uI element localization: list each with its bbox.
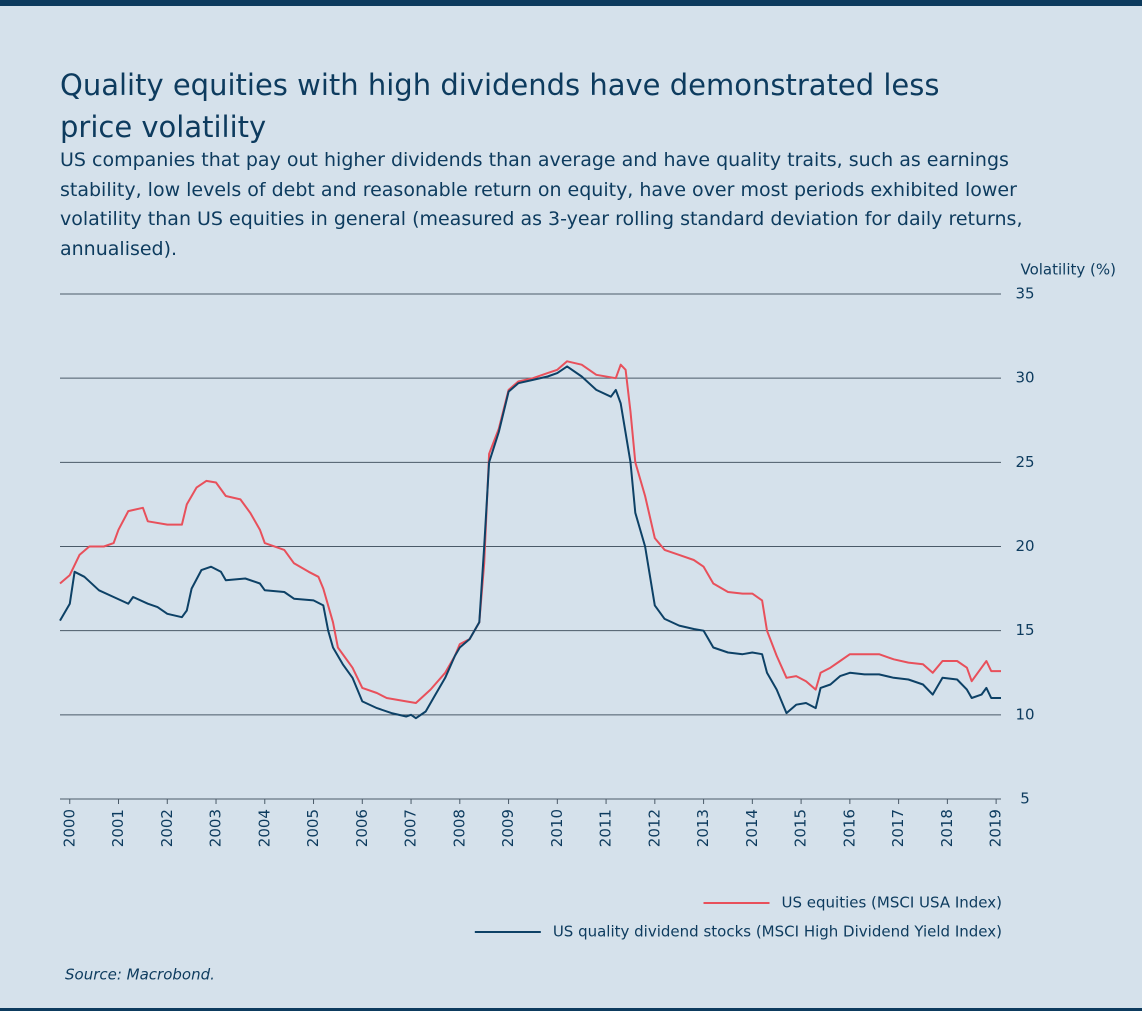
x-tick-label: 2006: [353, 809, 371, 847]
y-tick-label: 15: [1015, 621, 1034, 639]
x-tick-label: 2005: [304, 809, 322, 847]
x-tick-label: 2002: [158, 809, 176, 847]
x-tick-label: 2016: [840, 809, 858, 847]
x-tick-label: 2013: [694, 809, 712, 847]
x-tick-label: 2019: [987, 809, 1005, 847]
x-tick-label: 2015: [792, 809, 810, 847]
x-tick-label: 2017: [889, 809, 907, 847]
bottom-bar: [0, 1008, 1142, 1011]
x-tick-label: 2011: [597, 809, 615, 847]
y-axis-label: Volatility (%): [1020, 261, 1116, 279]
source: Source: Macrobond.: [65, 966, 215, 984]
x-tick-label: 2014: [743, 809, 761, 847]
line-series: [59, 360, 1001, 704]
x-tick-label: 2010: [548, 809, 566, 847]
top-bar: [0, 0, 1142, 6]
x-tick-label: 2008: [450, 809, 468, 847]
x-tick-label: 2004: [255, 809, 273, 847]
chart-title: Quality equities with high dividends hav…: [60, 68, 940, 144]
y-tick-label: 5: [1020, 790, 1030, 808]
y-tick-label: 10: [1015, 705, 1034, 723]
line-series: [59, 365, 1001, 720]
x-tick-label: 2009: [499, 809, 517, 847]
x-tick-label: 2007: [402, 809, 420, 847]
x-tick-label: 2003: [207, 809, 225, 847]
x-tick-label: 2001: [109, 809, 127, 847]
chart-subtitle: US companies that pay out higher dividen…: [60, 149, 1023, 260]
y-tick-label: 35: [1015, 285, 1034, 303]
y-tick-label: 30: [1015, 369, 1034, 387]
x-tick-label: 2018: [938, 809, 956, 847]
legend-label: US equities (MSCI USA Index): [782, 894, 1003, 912]
y-tick-label: 25: [1015, 453, 1034, 471]
x-tick-label: 2012: [645, 809, 663, 847]
y-tick-label: 20: [1015, 537, 1034, 555]
legend-label: US quality dividend stocks (MSCI High Di…: [553, 923, 1002, 941]
x-tick-label: 2000: [60, 809, 78, 847]
